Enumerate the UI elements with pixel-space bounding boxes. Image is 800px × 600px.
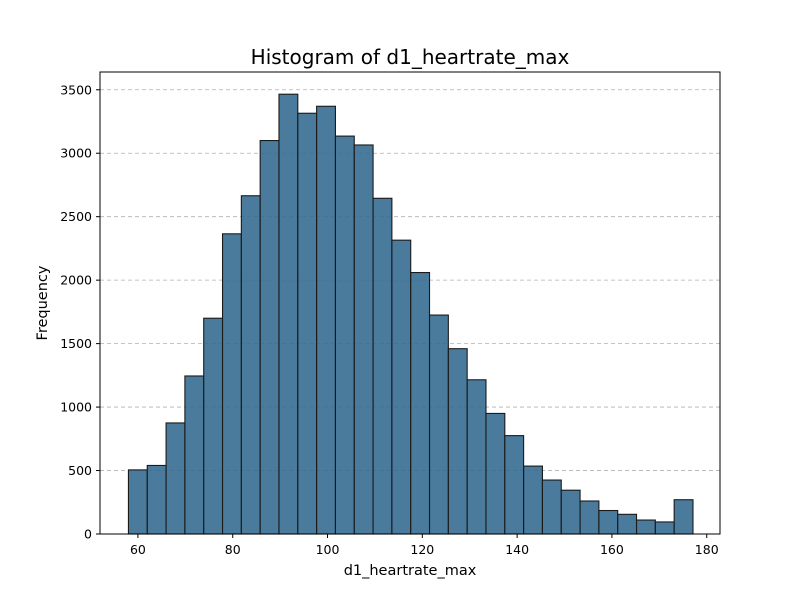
y-tick-label-6: 3000 [60, 146, 92, 161]
bar-12 [353, 144, 374, 535]
x-tick-label-2: 100 [316, 542, 340, 557]
bar-11 [334, 135, 355, 535]
bar-6 [240, 195, 261, 535]
x-axis-ticks: 60 80 100 120 140 160 180 [130, 534, 719, 557]
bars [127, 93, 694, 535]
bar-16 [428, 314, 449, 535]
bar-27 [635, 519, 656, 535]
bar-26 [617, 513, 638, 535]
bar-21 [523, 465, 543, 535]
y-tick-label-5: 2500 [60, 209, 92, 224]
bar-2 [165, 422, 186, 535]
bar-7 [259, 139, 280, 535]
bar-10 [316, 105, 336, 535]
y-axis-ticks: 0 500 1000 1500 2000 2500 3000 3500 [60, 82, 100, 542]
bar-14 [391, 239, 412, 535]
x-tick-label-0: 60 [130, 542, 146, 557]
bar-1 [146, 464, 167, 535]
bar-4 [203, 317, 224, 535]
bar-28 [654, 521, 675, 535]
x-axis-label: d1_heartrate_max [344, 563, 477, 579]
bar-19 [485, 412, 506, 535]
y-tick-label-4: 2000 [60, 273, 92, 288]
y-tick-label-0: 0 [84, 527, 92, 542]
x-tick-label-3: 120 [410, 542, 434, 557]
x-tick-label-5: 160 [600, 542, 624, 557]
bar-0 [127, 469, 148, 535]
bar-3 [184, 375, 205, 535]
bar-9 [297, 112, 318, 535]
y-tick-label-7: 3500 [60, 82, 92, 97]
bar-25 [598, 509, 619, 535]
y-tick-label-1: 500 [68, 463, 92, 478]
bar-29 [673, 499, 694, 535]
y-axis-label: Frequency [35, 265, 51, 340]
x-tick-label-6: 180 [695, 542, 719, 557]
bar-17 [447, 348, 468, 535]
plot-frame [99, 71, 721, 535]
bar-20 [504, 435, 525, 535]
bar-24 [579, 500, 600, 535]
bar-13 [372, 197, 393, 535]
x-tick-label-4: 140 [505, 542, 529, 557]
y-tick-label-2: 1000 [60, 400, 92, 415]
bar-15 [410, 271, 431, 535]
y-tick-label-3: 1500 [60, 336, 92, 351]
bar-5 [221, 233, 242, 535]
bar-8 [278, 93, 299, 535]
bar-23 [560, 489, 581, 535]
chart-title: Histogram of d1_heartrate_max [251, 45, 570, 69]
bar-18 [466, 379, 487, 535]
x-tick-label-1: 80 [225, 542, 241, 557]
bar-22 [541, 479, 562, 535]
